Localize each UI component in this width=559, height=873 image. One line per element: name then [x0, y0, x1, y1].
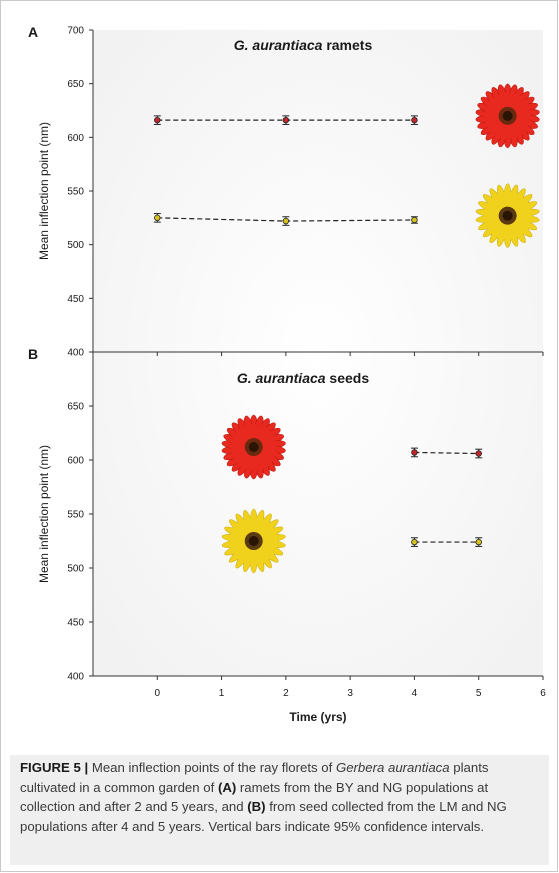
y-tick-label: 500 [67, 564, 84, 575]
data-point [411, 216, 418, 224]
data-point [282, 116, 290, 124]
panel-title-B: G. aurantiaca seeds [237, 370, 370, 386]
x-tick-label: 1 [219, 688, 225, 699]
panel-title-A: G. aurantiaca ramets [234, 37, 373, 53]
y-axis-title-B: Mean inflection point (nm) [37, 445, 51, 583]
data-point [154, 116, 161, 124]
x-tick-label: 2 [283, 688, 289, 699]
plot-background [93, 30, 543, 676]
y-tick-label: 550 [67, 510, 84, 521]
y-tick-label: 550 [67, 187, 84, 198]
y-axis-title-A: Mean inflection point (nm) [37, 122, 51, 260]
y-tick-label: 450 [67, 618, 84, 629]
data-point [411, 538, 418, 546]
panel-title-italic: G. aurantiaca [237, 370, 326, 386]
y-tick-label: 450 [67, 294, 84, 305]
x-tick-label: 5 [476, 688, 482, 699]
y-tick-label: 400 [67, 672, 84, 683]
figure-caption: FIGURE 5 | Mean inflection points of the… [20, 758, 545, 836]
caption-lead: FIGURE 5 | [20, 760, 89, 775]
figure-chart: AG. aurantiaca ramets4004505005506006507… [28, 24, 546, 724]
panel-title-rest: ramets [322, 37, 372, 53]
caption-text-4: from seed collected from the LM and NG p… [20, 799, 507, 834]
caption-label-a: (A) [217, 779, 237, 795]
y-tick-label: 650 [67, 79, 84, 90]
x-tick-label: 3 [347, 688, 353, 699]
x-axis-title: Time (yrs) [289, 710, 346, 724]
red-flower-icon [221, 414, 286, 480]
red-flower-icon [475, 83, 540, 149]
yellow-flower-icon [475, 183, 540, 248]
flower-center [502, 110, 513, 121]
flower-center [248, 442, 259, 453]
data-point [154, 214, 161, 222]
panel-title-rest: seeds [326, 370, 370, 386]
panel-title-italic: G. aurantiaca [234, 37, 323, 53]
caption-text-1: Mean inflection points of the ray floret… [88, 760, 336, 775]
panel-letter-B: B [28, 346, 38, 362]
data-point [411, 449, 418, 456]
x-tick-label: 4 [412, 688, 418, 699]
data-point [282, 217, 290, 225]
y-tick-label: 700 [67, 26, 84, 37]
y-tick-label: 600 [67, 133, 84, 144]
yellow-flower-icon [221, 508, 286, 574]
y-tick-label: 600 [67, 456, 84, 467]
y-tick-label: 650 [67, 402, 84, 413]
caption-text-2: plants cultivated in a common garden of [20, 760, 489, 795]
series-line [414, 451, 479, 455]
data-point [475, 538, 482, 546]
data-point [475, 450, 482, 457]
flower-center [248, 536, 259, 546]
caption-species: Gerbera aurantiaca [335, 760, 450, 775]
caption-label-b: (B) [247, 799, 266, 814]
y-tick-label: 500 [67, 240, 84, 251]
x-tick-label: 6 [540, 688, 546, 699]
caption-background [10, 755, 549, 865]
x-tick-label: 0 [155, 688, 161, 699]
y-tick-label: 400 [67, 348, 84, 359]
flower-center [502, 210, 513, 221]
data-point [411, 116, 418, 124]
caption-text-3: ramets from the BY and NG populations at… [20, 779, 489, 815]
panel-letter-A: A [28, 24, 38, 40]
